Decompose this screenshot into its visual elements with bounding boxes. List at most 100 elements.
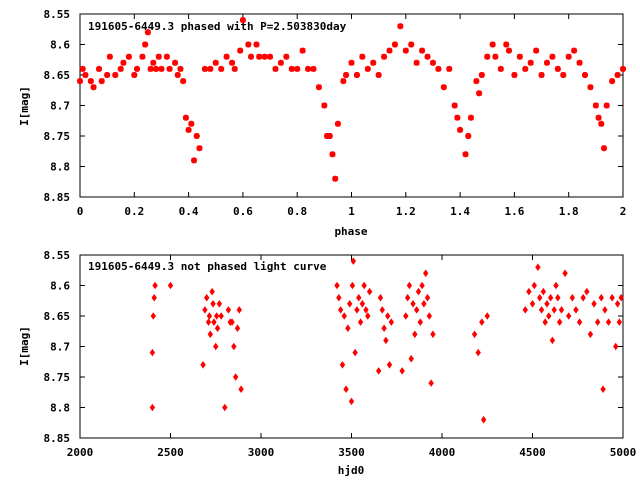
data-point: [423, 269, 429, 278]
data-point: [535, 263, 541, 271]
data-point: [440, 84, 447, 91]
data-point: [531, 281, 538, 290]
data-point: [213, 312, 220, 320]
x-tick-label: 2000: [67, 446, 94, 459]
data-point: [430, 330, 436, 339]
data-point: [429, 59, 436, 66]
y-tick-label: 8.65: [44, 310, 71, 323]
data-point: [614, 72, 621, 78]
data-point: [214, 324, 221, 332]
data-point: [211, 318, 217, 326]
data-point: [603, 102, 610, 109]
data-point: [527, 59, 534, 66]
data-point: [283, 53, 290, 60]
data-point: [218, 312, 224, 320]
data-point: [413, 306, 420, 314]
data-point: [616, 318, 623, 326]
data-point: [363, 306, 369, 314]
data-point: [446, 65, 453, 72]
data-point: [454, 114, 461, 121]
data-point: [569, 293, 576, 302]
data-point: [492, 53, 499, 60]
data-point: [553, 281, 559, 290]
x-tick-label: 0.6: [233, 205, 253, 218]
data-point: [353, 72, 360, 78]
data-point: [551, 306, 557, 314]
data-point: [602, 306, 608, 314]
data-point: [473, 78, 480, 85]
data-point: [191, 157, 198, 164]
y-tick-label: 8.55: [44, 8, 71, 21]
data-point: [177, 65, 184, 72]
data-point: [253, 41, 260, 48]
data-point: [261, 53, 268, 60]
data-point: [106, 53, 113, 60]
data-point: [348, 59, 355, 66]
data-point: [345, 324, 351, 332]
data-point: [356, 293, 362, 302]
x-tick-label: 4000: [429, 446, 456, 459]
data-point: [340, 78, 347, 85]
data-point: [337, 306, 344, 314]
data-point: [236, 306, 242, 314]
data-point: [424, 293, 431, 302]
x-tick-label: 0.2: [124, 205, 144, 218]
data-point: [379, 306, 385, 314]
data-point: [558, 306, 565, 314]
x-tick-label: 3000: [248, 446, 275, 459]
data-point: [403, 312, 409, 320]
data-point: [131, 72, 138, 78]
x-tick-label: 2500: [157, 446, 184, 459]
data-point: [365, 312, 371, 320]
data-point: [149, 403, 156, 412]
data-point: [503, 41, 510, 48]
data-point: [566, 312, 572, 320]
data-point: [526, 287, 532, 296]
data-point: [125, 53, 132, 60]
data-point: [576, 59, 583, 66]
data-point: [417, 318, 423, 326]
data-point: [598, 293, 604, 302]
data-point: [549, 336, 556, 345]
data-point: [370, 59, 377, 66]
axis-ticks-top: 0 0.2 0.4 0.6 0.8 1 1.2 1.4 1.6 1.8 2 8.55 8.6 8.65 8.…: [44, 8, 627, 218]
data-point: [484, 53, 491, 60]
data-point: [299, 47, 306, 54]
data-point: [150, 59, 157, 66]
data-point: [571, 47, 578, 54]
data-point: [562, 269, 568, 278]
data-point: [139, 53, 146, 60]
data-point: [209, 287, 215, 296]
data-point: [406, 281, 413, 290]
data-point: [381, 53, 388, 60]
data-point: [349, 281, 356, 290]
data-point: [595, 114, 602, 121]
data-point: [151, 293, 157, 302]
data-point: [336, 293, 342, 302]
data-point: [605, 318, 612, 326]
y-axis-label-bottom: I[mag]: [18, 326, 31, 366]
data-point: [424, 53, 431, 60]
data-point: [210, 300, 216, 308]
data-point: [341, 312, 347, 320]
data-point: [147, 65, 154, 72]
data-point: [600, 145, 607, 152]
data-point: [112, 72, 119, 78]
data-point: [245, 41, 252, 48]
data-point: [505, 47, 512, 54]
data-point: [98, 78, 105, 85]
data-point: [134, 65, 141, 72]
data-point: [386, 361, 393, 369]
data-point: [556, 318, 563, 326]
data-point: [361, 281, 367, 290]
data-point: [537, 293, 543, 302]
data-point: [594, 318, 601, 326]
data-point: [182, 114, 189, 121]
data-point: [256, 53, 263, 60]
data-point: [522, 65, 529, 72]
axis-ticks-bottom: 2000 2500 3000 3500 4000 4500 5000 8.55 8.6 8.65 8…: [44, 249, 637, 459]
data-point: [223, 53, 230, 60]
data-point: [620, 65, 626, 72]
data-point: [152, 281, 158, 290]
